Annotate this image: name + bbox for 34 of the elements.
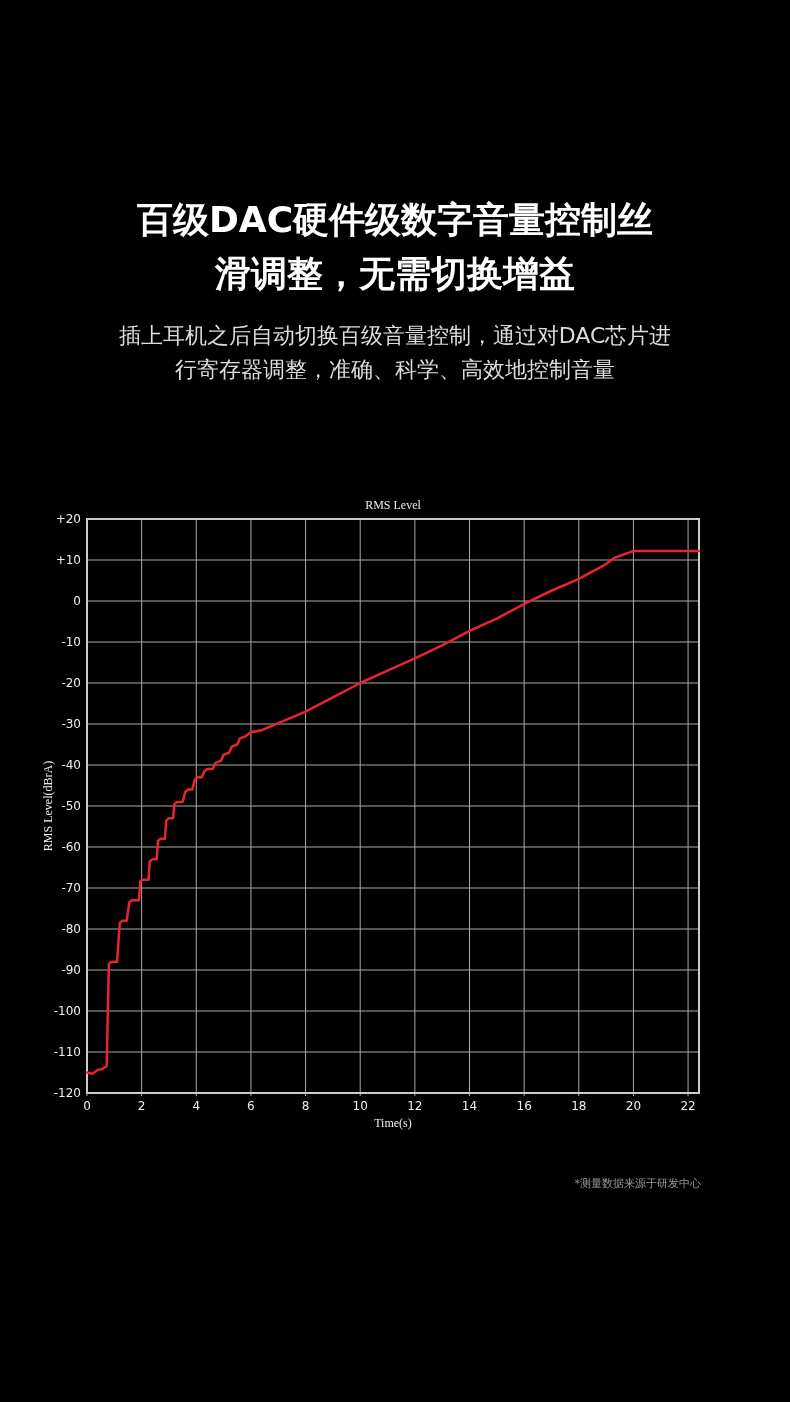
x-tick-label: 6 — [247, 1099, 255, 1113]
x-tick-label: 20 — [625, 1099, 642, 1113]
x-tick-label: 0 — [83, 1099, 91, 1113]
y-tick-label: -70 — [61, 881, 81, 895]
text: RMS Level — [365, 498, 422, 512]
x-tick-label: 2 — [137, 1099, 146, 1113]
chart-title: 百级DAC硬件级数字音量控制丝滑调整，无需切换增益 — [135, 199, 654, 294]
y-tick-label: -120 — [53, 1086, 81, 1100]
text: *测量数据来源于研发中心 — [574, 1177, 701, 1190]
x-tick-label: 14 — [461, 1099, 478, 1113]
y-tick-label: -40 — [61, 758, 81, 772]
x-tick-label: 12 — [407, 1099, 423, 1113]
x-tick-label: 16 — [516, 1099, 532, 1113]
x-tick-label: 4 — [192, 1099, 201, 1113]
x-tick-label: 10 — [352, 1099, 368, 1113]
x-tick-label: 22 — [680, 1099, 696, 1113]
y-tick-label: -110 — [53, 1045, 81, 1059]
y-tick-label: -30 — [61, 717, 81, 731]
y-tick-label: -50 — [61, 799, 81, 813]
y-tick-label: -10 — [61, 635, 81, 649]
y-tick-label: -20 — [61, 676, 81, 690]
y-axis-title: RMS Level(dBrA) — [41, 760, 55, 852]
y-tick-label: 0 — [73, 594, 81, 608]
x-tick-label: 8 — [301, 1099, 310, 1113]
chart-subtitle: 插上耳机之后自动切换百级音量控制，通过对DAC芯片进行寄存器调整，准确、科学、高效地控制音量 — [118, 323, 672, 382]
line-series — [85, 549, 701, 1075]
x-tick-label: 18 — [571, 1099, 587, 1113]
x-axis-title: Time(s) — [374, 1116, 412, 1130]
y-tick-label: -90 — [61, 963, 81, 977]
y-tick-label: -80 — [61, 922, 81, 936]
y-tick-label: -100 — [53, 1004, 81, 1018]
y-tick-label: +20 — [55, 512, 81, 526]
y-tick-label: -60 — [61, 840, 81, 854]
y-tick-label: +10 — [55, 553, 81, 567]
